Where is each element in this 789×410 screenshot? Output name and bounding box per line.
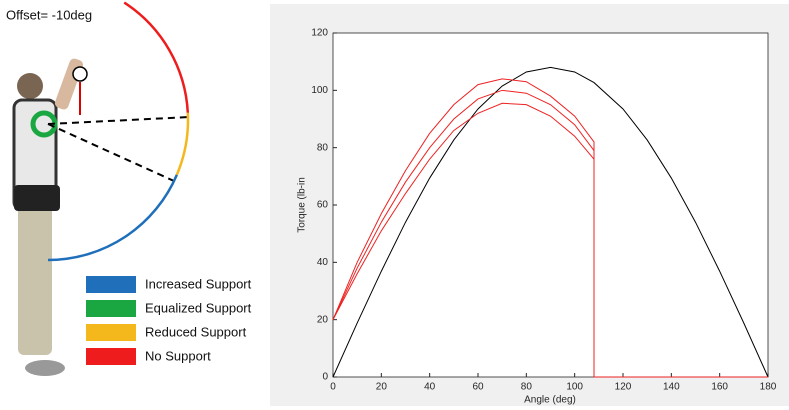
dashed-line <box>48 124 174 181</box>
legend-label: Equalized Support <box>145 300 252 315</box>
x-tick-label: 0 <box>330 382 336 393</box>
support-arc <box>177 113 188 175</box>
y-tick-label: 80 <box>317 142 329 153</box>
legend-swatch <box>86 276 136 293</box>
x-tick-label: 120 <box>615 382 632 393</box>
x-tick-label: 100 <box>566 382 583 393</box>
x-tick-label: 160 <box>711 382 728 393</box>
x-tick-label: 20 <box>376 382 388 393</box>
offset-label: Offset= -10deg <box>6 7 92 22</box>
legend-label: Reduced Support <box>145 324 247 339</box>
y-axis-label: Torque (lb-in <box>297 177 308 233</box>
pivot-marker <box>73 67 87 81</box>
person <box>14 57 84 376</box>
legend-label: Increased Support <box>145 276 252 291</box>
support-arc <box>48 175 177 260</box>
y-tick-label: 100 <box>311 85 328 96</box>
y-tick-label: 60 <box>317 200 329 211</box>
y-tick-label: 20 <box>317 314 329 325</box>
y-tick-label: 0 <box>322 372 328 383</box>
x-tick-label: 180 <box>760 382 777 393</box>
illustration: Offset= -10deg Increased Support Equalize… <box>6 3 252 376</box>
dashed-line <box>48 117 190 124</box>
legend-swatch <box>86 300 136 317</box>
x-tick-label: 60 <box>472 382 484 393</box>
x-axis-label: Angle (deg) <box>524 395 576 406</box>
x-tick-label: 80 <box>521 382 533 393</box>
figure: Offset= -10deg Increased Support Equalize… <box>0 0 789 410</box>
y-tick-label: 120 <box>311 28 328 39</box>
y-tick-label: 40 <box>317 257 329 268</box>
legend-swatch <box>86 324 136 341</box>
legend-label: No Support <box>145 348 211 363</box>
x-tick-label: 40 <box>424 382 436 393</box>
x-tick-label: 140 <box>663 382 680 393</box>
legend-swatch <box>86 348 136 365</box>
support-arc <box>124 3 188 113</box>
